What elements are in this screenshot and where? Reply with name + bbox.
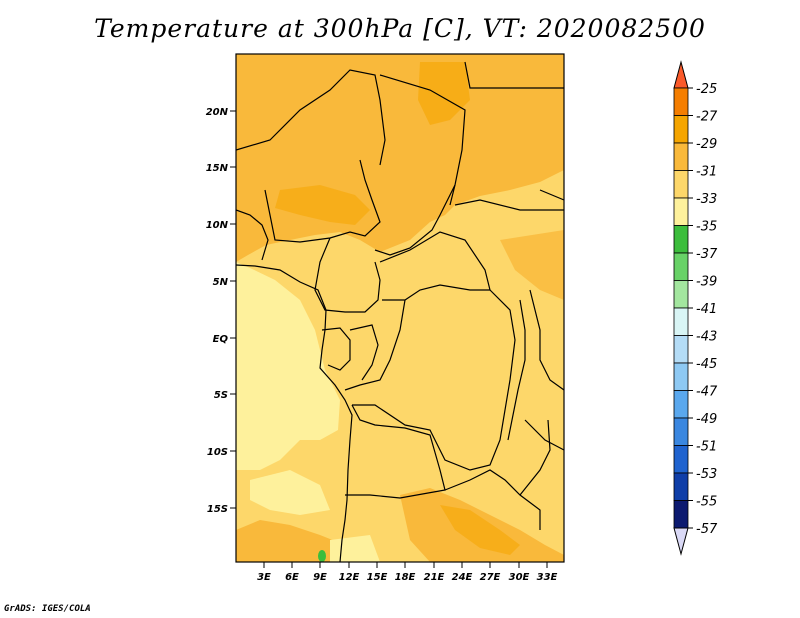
colorbar-box <box>673 252 689 281</box>
colorbar-label: -53 <box>696 467 717 482</box>
border-tanzania <box>524 419 564 451</box>
colorbar-label: -47 <box>696 385 718 400</box>
colorbar-box <box>673 445 689 474</box>
colorbar-box <box>673 390 689 419</box>
temperature-field <box>236 54 564 562</box>
lon-label: 24E <box>452 572 473 583</box>
border-niger-chad <box>379 74 466 206</box>
credit-label: GrADS: IGES/COLA <box>4 604 91 614</box>
colorbar-box <box>673 115 689 144</box>
colorbar-box <box>673 170 689 199</box>
border-mozambique <box>519 419 551 496</box>
border-nigeria <box>264 159 381 243</box>
country-borders <box>236 61 564 562</box>
colorbar-label: -31 <box>696 165 717 180</box>
colorbar-box <box>673 280 689 309</box>
field-band-31-south <box>236 520 355 562</box>
colorbar-box <box>673 197 689 226</box>
map-frame <box>235 53 565 563</box>
lat-label: 20N <box>206 107 229 118</box>
border-cameroon <box>314 237 381 313</box>
colorbar-top-triangle <box>673 60 689 89</box>
colorbar-label: -45 <box>696 357 717 372</box>
border-ethiopia <box>539 189 564 201</box>
lat-label: 10S <box>207 447 228 458</box>
border-sudan-ss <box>454 199 564 211</box>
colorbar-box <box>673 472 689 501</box>
border-angola <box>345 404 446 499</box>
colorbar-bottom-triangle <box>673 527 689 556</box>
colorbar-box <box>673 362 689 391</box>
colorbar-label: -43 <box>696 330 717 345</box>
lon-label: 27E <box>480 572 501 583</box>
border-libya-egypt <box>464 61 564 89</box>
border-zambia <box>444 469 541 530</box>
lat-label: 10N <box>206 220 229 231</box>
field-band-35-west2 <box>250 470 330 515</box>
field-band-29-northeast <box>418 62 470 125</box>
border-congo <box>349 324 379 381</box>
colorbar-label: -57 <box>696 522 718 537</box>
border-gabon <box>321 327 351 371</box>
lon-label: 18E <box>395 572 416 583</box>
colorbar-label: -51 <box>696 440 717 455</box>
lon-label: 12E <box>339 572 360 583</box>
lat-label: 5S <box>214 390 228 401</box>
lon-label: 30E <box>509 572 530 583</box>
colorbar-box <box>673 225 689 254</box>
lat-label: 15S <box>207 504 228 515</box>
colorbar-box <box>673 87 689 116</box>
colorbar-box <box>673 142 689 171</box>
coastline-west <box>236 264 353 562</box>
colorbar-box <box>673 307 689 336</box>
colorbar-label: -29 <box>696 137 717 152</box>
colorbar-label: -55 <box>696 495 717 510</box>
field-band-29-southeast <box>440 505 520 555</box>
lon-label: 9E <box>313 572 327 583</box>
lon-label: 15E <box>367 572 388 583</box>
lat-label: EQ <box>213 334 229 345</box>
lon-label: 3E <box>257 572 271 583</box>
field-band-29-north <box>275 185 370 225</box>
field-band-37-spot <box>318 550 326 562</box>
colorbar-label: -25 <box>696 82 717 97</box>
field-band-31-east <box>500 230 564 300</box>
field-band-35-west <box>236 262 340 470</box>
colorbar-label: -39 <box>696 275 717 290</box>
border-drc-north <box>344 299 406 391</box>
latitude-axis: 20N 15N 10N 5N EQ 5S 10S 15S <box>206 107 236 515</box>
colorbar-label: -41 <box>696 302 717 317</box>
colorbar-box <box>673 417 689 446</box>
lon-label: 6E <box>285 572 299 583</box>
colorbar-label: -35 <box>696 220 717 235</box>
colorbar: -25 -27 -29 -31 -33 -35 -37 -39 -41 -43 -45 -47 -49 -… <box>673 60 718 556</box>
colorbar-label: -33 <box>696 192 717 207</box>
border-chad-sudan <box>374 184 456 256</box>
border-kenya <box>529 289 564 391</box>
lat-label: 5N <box>213 277 229 288</box>
map-title: Temperature at 300hPa [C], VT: 202008250… <box>94 14 706 43</box>
field-band-35-south <box>330 535 380 562</box>
border-west-small <box>236 209 269 261</box>
colorbar-label: -37 <box>696 247 718 262</box>
border-east-lakes <box>507 299 526 441</box>
colorbar-label: -27 <box>696 110 718 125</box>
lat-label: 15N <box>206 163 229 174</box>
lon-label: 33E <box>537 572 558 583</box>
colorbar-box <box>673 335 689 364</box>
colorbar-label: -49 <box>696 412 717 427</box>
lon-label: 21E <box>424 572 445 583</box>
border-drc-east <box>352 289 516 471</box>
border-algeria-mali <box>236 69 386 166</box>
colorbar-box <box>673 500 689 529</box>
longitude-axis: 3E 6E 9E 12E 15E 18E 21E 24E 27E 30E 33E <box>257 562 558 583</box>
